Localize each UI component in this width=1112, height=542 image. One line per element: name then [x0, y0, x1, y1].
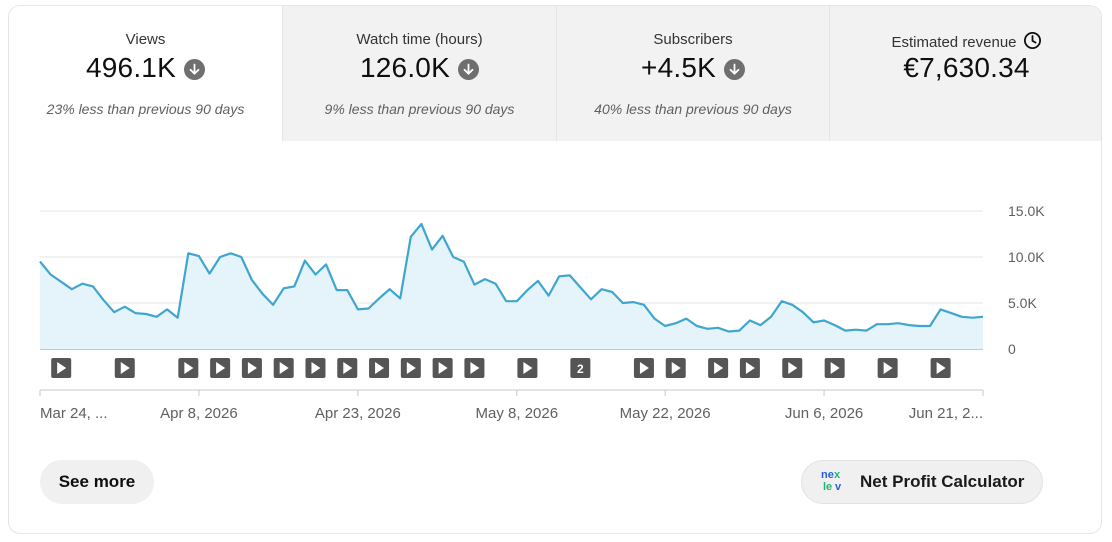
views-series-line: [39, 222, 984, 333]
tab-watch-time-title: Watch time (hours): [356, 31, 483, 48]
x-tick-label: May 8, 2026: [476, 405, 559, 422]
tab-views-subtitle: 23% less than previous 90 days: [46, 101, 245, 117]
arrow-down-circle-icon: [723, 59, 745, 80]
video-marker-play[interactable]: [114, 358, 135, 378]
video-marker-play[interactable]: [241, 358, 262, 378]
x-tick-label: Mar 24, ...: [40, 405, 108, 422]
nexlev-logo-icon: ne x le v: [820, 467, 850, 498]
arrow-down-circle-icon: [183, 59, 205, 80]
views-chart-svg: 15.0K 10.0K 5.0K 0 2 Mar 24, ... Apr 8, 2026…: [39, 203, 1045, 422]
video-marker-play[interactable]: [930, 358, 951, 378]
video-marker-play[interactable]: [400, 358, 421, 378]
svg-text:le: le: [823, 481, 832, 493]
video-marker-play[interactable]: [432, 358, 453, 378]
chart-y-axis: 15.0K 10.0K 5.0K 0: [1008, 203, 1045, 357]
tab-revenue-value: €7,630.34: [903, 52, 1030, 83]
tab-revenue-title: Estimated revenue: [891, 34, 1017, 51]
video-marker-play[interactable]: [369, 358, 390, 378]
svg-text:v: v: [835, 481, 842, 493]
video-marker-play[interactable]: [708, 358, 729, 378]
tab-views-title: Views: [125, 31, 166, 48]
net-profit-calculator-button[interactable]: ne x le v Net Profit Calculator: [801, 460, 1043, 504]
video-marker-play[interactable]: [782, 358, 803, 378]
tab-subscribers-value: +4.5K: [641, 52, 716, 83]
clock-icon: [1023, 31, 1042, 54]
metric-tabs: Views 496.1K 23% less than previous 90 d…: [9, 6, 1101, 141]
net-profit-calculator-label: Net Profit Calculator: [860, 472, 1025, 491]
tab-watch-time-subtitle: 9% less than previous 90 days: [324, 101, 515, 117]
tab-watch-time-value: 126.0K: [360, 52, 450, 83]
chart-x-axis: Mar 24, ... Apr 8, 2026 Apr 23, 2026 May 8,…: [39, 389, 984, 422]
video-marker-play[interactable]: [178, 358, 199, 378]
tab-views[interactable]: Views 496.1K 23% less than previous 90 d…: [9, 6, 282, 141]
video-marker-play[interactable]: [305, 358, 326, 378]
y-tick-label: 0: [1008, 341, 1016, 357]
video-marker-play[interactable]: [464, 358, 485, 378]
tab-subscribers-title: Subscribers: [653, 31, 733, 48]
svg-text:ne: ne: [821, 469, 834, 481]
tab-views-value: 496.1K: [86, 52, 176, 83]
video-marker-play[interactable]: [665, 358, 686, 378]
video-marker-play[interactable]: [337, 358, 358, 378]
tab-watch-time[interactable]: Watch time (hours) 126.0K 9% less than p…: [282, 6, 556, 141]
video-marker-play[interactable]: [517, 358, 538, 378]
y-tick-label: 5.0K: [1008, 295, 1037, 311]
video-marker-play[interactable]: [273, 358, 294, 378]
y-tick-label: 15.0K: [1008, 203, 1045, 219]
video-marker-group[interactable]: 2: [570, 358, 591, 378]
svg-text:x: x: [834, 469, 841, 481]
video-markers: 2: [51, 358, 951, 378]
analytics-card: Views 496.1K 23% less than previous 90 d…: [8, 5, 1102, 534]
x-tick-label: Apr 23, 2026: [315, 405, 401, 422]
video-marker-play[interactable]: [739, 358, 760, 378]
y-tick-label: 10.0K: [1008, 249, 1045, 265]
video-marker-play[interactable]: [824, 358, 845, 378]
x-tick-label: Jun 6, 2026: [785, 405, 863, 422]
video-marker-play[interactable]: [51, 358, 72, 378]
x-tick-label: Jun 21, 2...: [909, 405, 983, 422]
svg-text:2: 2: [577, 362, 584, 376]
x-tick-label: Apr 8, 2026: [160, 405, 238, 422]
tab-estimated-revenue[interactable]: Estimated revenue €7,630.34: [829, 6, 1101, 141]
x-tick-label: May 22, 2026: [620, 405, 711, 422]
tab-subscribers[interactable]: Subscribers +4.5K 40% less than previous…: [556, 6, 829, 141]
video-marker-play[interactable]: [877, 358, 898, 378]
arrow-down-circle-icon: [457, 59, 479, 80]
video-marker-play[interactable]: [633, 358, 654, 378]
views-area-fill: [40, 223, 983, 349]
see-more-button[interactable]: See more: [40, 460, 154, 504]
video-marker-play[interactable]: [210, 358, 231, 378]
tab-subscribers-subtitle: 40% less than previous 90 days: [594, 101, 792, 117]
views-chart: 15.0K 10.0K 5.0K 0 2 Mar 24, ... Apr 8, 2026…: [9, 141, 1101, 441]
